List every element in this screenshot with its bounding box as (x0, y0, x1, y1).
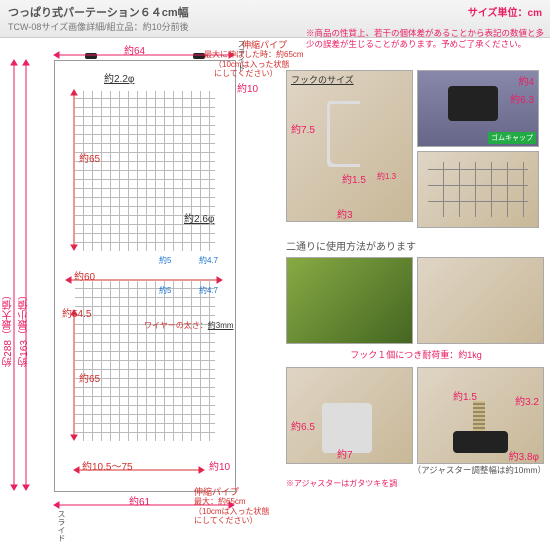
adj-note: ※アジャスターはガタツキを調 (286, 478, 546, 489)
dim-mesh-w: 約60 (74, 268, 95, 283)
mesh-panel-top (75, 91, 215, 251)
hook-top4: 約4 (518, 73, 534, 88)
dim-grid5b: 約5 (159, 285, 171, 296)
hook-w15: 約1.5 (342, 171, 366, 186)
hook-h75: 約7.5 (291, 121, 315, 136)
usage-photos (286, 257, 546, 344)
dim-height-max: 約288（最大値） (1, 290, 16, 367)
hook-w3: 約3 (337, 206, 353, 221)
base-w65: 約6.5 (291, 418, 315, 433)
dim-grid5a: 約5 (159, 255, 171, 266)
product-sub: TCW-08サイズ画像詳細/組立品：約10分前後 (8, 22, 189, 32)
hook-title: フックのサイズ (291, 73, 354, 86)
size-note: ※商品の性質上、若干の個体差があることから表記の数値と多少の誤差が生じることがあ… (306, 28, 546, 50)
cap-part (448, 86, 498, 121)
dim-width-bottom: 約61 (129, 493, 150, 508)
mesh-panel-bottom (75, 281, 215, 441)
adjuster-part (453, 431, 508, 453)
dim-diameter-mid: 約2.6φ (184, 210, 214, 225)
hook-63: 約6.3 (510, 91, 534, 106)
wire-label: ワイヤーの太さ：約3mm (144, 320, 234, 331)
cap-photo: 約4 約6.3 ゴムキャップ (417, 70, 539, 147)
product-title: つっぱり式パーテーション６４cm幅 (8, 7, 189, 19)
load-label: フック１個につき耐荷重：約1kg (286, 348, 546, 361)
grid-detail-photo (417, 151, 539, 228)
dim-grid47a: 約4.7 (199, 255, 218, 266)
pipe-bottom-note3: にしてください） (194, 515, 258, 526)
adj-d38: 約3.8φ (509, 448, 539, 463)
hook-w13: 約1.3 (377, 171, 396, 182)
dim-grid47b: 約4.7 (199, 285, 218, 296)
dim-diameter-top: 約2.2φ (104, 70, 134, 85)
hook-detail-col: 約4 約6.3 ゴムキャップ (417, 70, 539, 232)
adj-h15: 約1.5 (453, 388, 477, 403)
usage-photo-1 (286, 257, 413, 344)
usage-title: 二通りに使用方法があります (286, 238, 546, 253)
grid-detail (428, 162, 528, 217)
adj-h32: 約3.2 (515, 393, 539, 408)
slide-label-bot: スライド (56, 510, 67, 542)
top-cap (85, 53, 97, 59)
dim-mid545: 約54.5 (62, 305, 91, 320)
base-photo: 約6.5 約7 (286, 367, 413, 464)
main-diagram: 約64 伸縮パイプ 最大に伸ばした時：約65cm （10cmは入った状態 にして… (4, 40, 284, 540)
adjuster-photo: 約1.5 約3.2 約3.8φ (417, 367, 544, 464)
hook-section: フックのサイズ 約7.5 約1.5 約1.3 約3 約4 約6.3 ゴムキャップ (286, 70, 546, 232)
dim-bottom-range: 約10.5～75 (82, 458, 133, 473)
unit-label: サイズ単位：cm (468, 4, 542, 19)
dim-height-min: 約163（最小値） (17, 290, 32, 367)
hook-photo: フックのサイズ 約7.5 約1.5 約1.3 約3 (286, 70, 413, 222)
hook-shape (327, 101, 360, 167)
dim-bottom-gap: 約10 (209, 458, 230, 473)
bottom-photos: 約6.5 約7 約1.5 約3.2 約3.8φ (286, 367, 546, 464)
slide-label-top: スライド (236, 40, 247, 72)
dim-mesh-h1: 約65 (79, 150, 100, 165)
dim-top-gap: 約10 (237, 80, 258, 95)
dim-mesh-h2: 約65 (79, 370, 100, 385)
cap-label: ゴムキャップ (488, 132, 536, 144)
right-column: フックのサイズ 約7.5 約1.5 約1.3 約3 約4 約6.3 ゴムキャップ… (286, 70, 546, 489)
usage-photo-2 (417, 257, 544, 344)
screw (473, 401, 485, 431)
adj-label: （アジャスター調整幅は約10mm） (286, 464, 546, 476)
dim-width-top: 約64 (124, 42, 145, 57)
base-w7: 約7 (337, 446, 353, 461)
